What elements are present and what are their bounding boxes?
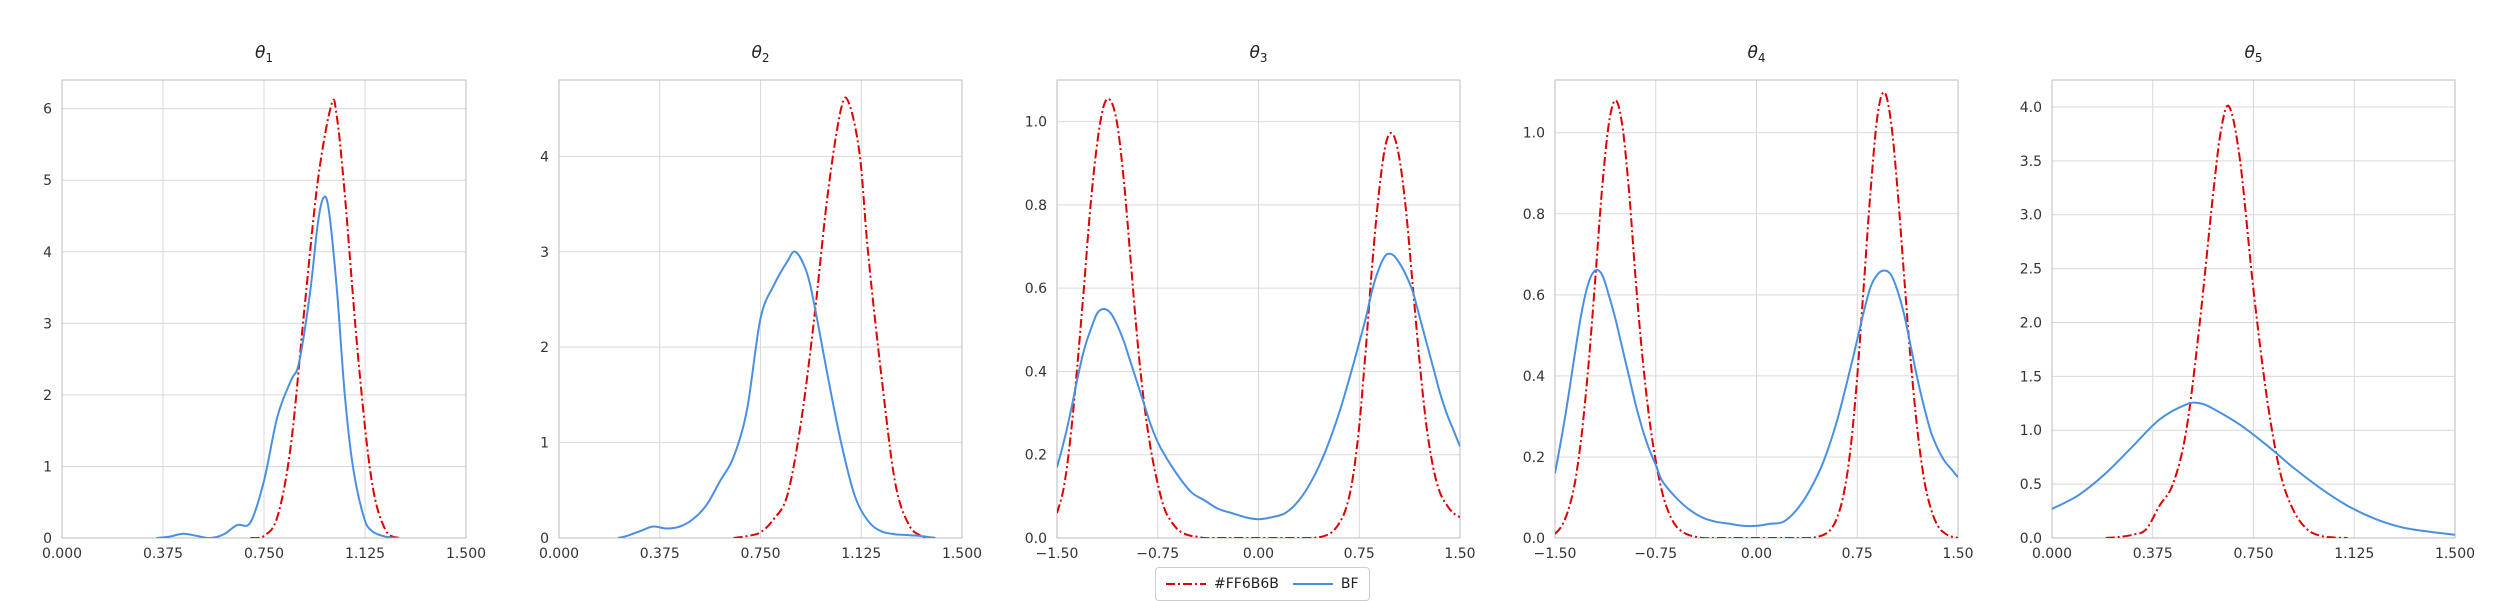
- legend-line-solid-icon: [1292, 583, 1333, 585]
- y-tick-label: 3: [540, 245, 549, 261]
- y-tick-label: 2: [540, 340, 549, 356]
- panel-2: 0.000 0.375 0.750 1.125 1.500 0 1 2 3 4 θ2: [539, 43, 982, 562]
- panel-title: θ5: [2244, 43, 2262, 65]
- y-tick-label: 1: [540, 436, 549, 452]
- y-tick-label: 2.0: [2020, 315, 2042, 331]
- x-tick-label: 0.000: [2032, 546, 2072, 562]
- series-line-b: [1555, 268, 1958, 528]
- y-tick-label: 1.5: [2020, 369, 2042, 385]
- x-tick-label: 0.75: [1344, 546, 1375, 562]
- x-tick-label: 0.375: [143, 546, 183, 562]
- y-tick-label: 4: [540, 149, 549, 165]
- panel-3: −1.50 −0.75 0.00 0.75 1.50 0.0 0.2 0.4 0.6 0.8 1.0…: [1025, 43, 1476, 562]
- y-tick-label: 0.8: [1025, 198, 1047, 214]
- plot-frame: [558, 79, 963, 539]
- y-tick-label: 1: [43, 459, 52, 475]
- x-tick-label: −1.50: [1036, 546, 1079, 562]
- series-line-a: [1555, 91, 1958, 538]
- y-tick-label: 1.0: [1025, 115, 1047, 131]
- x-tick-label: 0.000: [42, 546, 82, 562]
- x-tick-label: 0.000: [539, 546, 579, 562]
- y-tick-label: 0.4: [1025, 364, 1047, 380]
- series-line-a: [250, 98, 400, 538]
- y-tick-label: 0.2: [1523, 450, 1545, 466]
- x-tick-label: 1.125: [345, 546, 385, 562]
- y-tick-label: 0.0: [2020, 531, 2042, 547]
- plot-frame: [2051, 79, 2456, 539]
- x-tick-label: 1.500: [942, 546, 982, 562]
- panel-title: θ2: [751, 43, 769, 65]
- y-tick-label: 5: [43, 173, 52, 189]
- x-tick-label: 1.125: [2334, 546, 2374, 562]
- y-tick-label: 0.6: [1025, 281, 1047, 297]
- plot-frame: [61, 79, 467, 539]
- legend-label-series-a: #FF6B6B: [1214, 576, 1279, 592]
- panel-title: θ4: [1747, 43, 1765, 65]
- x-tick-label: 1.50: [1444, 546, 1475, 562]
- legend-line-dashdot-icon: [1166, 583, 1206, 585]
- x-tick-label: −0.75: [1136, 546, 1179, 562]
- y-tick-label: 0.0: [1025, 531, 1047, 547]
- x-tick-label: 0.750: [244, 546, 284, 562]
- legend-item-series-b: BF: [1292, 576, 1359, 592]
- x-tick-label: 0.75: [1842, 546, 1873, 562]
- y-tick-label: 0.4: [1523, 369, 1545, 385]
- x-tick-label: 1.500: [2435, 546, 2475, 562]
- legend: #FF6B6B BF: [1155, 567, 1370, 601]
- y-tick-label: 2.5: [2020, 262, 2042, 278]
- x-tick-label: 0.750: [2233, 546, 2273, 562]
- legend-label-series-b: BF: [1340, 576, 1359, 592]
- x-tick-label: 0.00: [1741, 546, 1772, 562]
- y-tick-label: 0: [540, 531, 549, 547]
- series-line-b: [156, 195, 399, 538]
- y-tick-label: 0.6: [1523, 288, 1545, 304]
- x-tick-label: 0.375: [2133, 546, 2173, 562]
- series-line-b: [1057, 252, 1460, 521]
- panel-title: θ3: [1249, 43, 1267, 65]
- y-tick-label: 0.0: [1523, 531, 1545, 547]
- y-tick-label: 4: [43, 245, 52, 261]
- y-tick-label: 0.2: [1025, 448, 1047, 464]
- series-line-a: [2105, 104, 2348, 538]
- y-tick-label: 3: [43, 316, 52, 332]
- legend-item-series-a: #FF6B6B: [1166, 576, 1279, 592]
- y-tick-label: 6: [43, 102, 52, 118]
- panel-1: 0.000 0.375 0.750 1.125 1.500 0 1 2 3 4 5 6 θ1: [42, 43, 486, 562]
- series-line-a: [733, 96, 936, 538]
- y-tick-label: 0.8: [1523, 207, 1545, 223]
- x-tick-label: 1.500: [446, 546, 486, 562]
- x-tick-label: 0.750: [740, 546, 780, 562]
- x-tick-label: −1.50: [1534, 546, 1577, 562]
- series-line-b: [617, 250, 936, 538]
- x-tick-label: −0.75: [1634, 546, 1677, 562]
- x-tick-label: 0.00: [1243, 546, 1274, 562]
- series-line-b: [2052, 401, 2455, 536]
- y-tick-label: 1.0: [2020, 423, 2042, 439]
- y-tick-label: 3.0: [2020, 208, 2042, 224]
- y-tick-label: 4.0: [2020, 100, 2042, 116]
- panel-title: θ1: [255, 43, 273, 65]
- y-tick-label: 3.5: [2020, 154, 2042, 170]
- y-tick-label: 0.5: [2020, 477, 2042, 493]
- panel-5: 0.000 0.375 0.750 1.125 1.500 0.0 0.5 1.0 1.5 2.0…: [2020, 43, 2475, 562]
- y-tick-label: 1.0: [1523, 126, 1545, 142]
- y-tick-label: 0: [43, 531, 52, 547]
- x-tick-label: 1.125: [841, 546, 881, 562]
- y-tick-label: 2: [43, 388, 52, 404]
- x-tick-label: 0.375: [640, 546, 680, 562]
- panel-4: −1.50 −0.75 0.00 0.75 1.50 0.0 0.2 0.4 0.6 0.8 1.0…: [1523, 43, 1974, 562]
- x-tick-label: 1.50: [1942, 546, 1973, 562]
